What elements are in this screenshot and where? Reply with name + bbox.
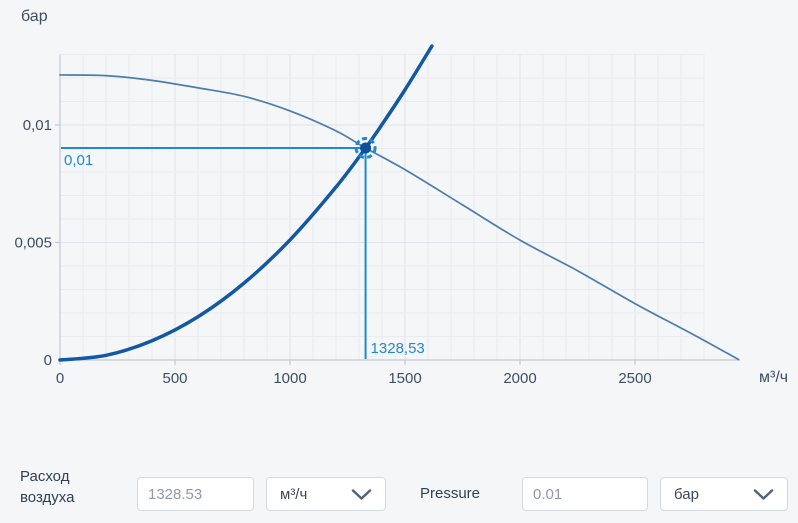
working-point[interactable]: [354, 137, 377, 160]
svg-text:1500: 1500: [388, 370, 421, 387]
svg-text:0: 0: [44, 352, 52, 369]
svg-text:2000: 2000: [503, 370, 536, 387]
svg-text:0,005: 0,005: [14, 235, 52, 252]
marker-pressure-label: 0,01: [64, 152, 93, 169]
marker-flow-label: 1328,53: [371, 340, 425, 357]
flow-unit-value: м³/ч: [280, 485, 308, 503]
svg-text:0,01: 0,01: [23, 117, 52, 134]
system-curve: [58, 44, 434, 362]
svg-text:2500: 2500: [618, 370, 651, 387]
flow-unit-select[interactable]: м³/ч: [266, 477, 386, 511]
pressure-input[interactable]: [522, 477, 648, 511]
y-axis-unit-label: бар: [21, 8, 48, 25]
chevron-down-icon: [351, 488, 372, 500]
chevron-down-icon: [753, 488, 774, 500]
svg-text:500: 500: [162, 370, 187, 387]
svg-text:1000: 1000: [273, 370, 306, 387]
flow-label: Расход воздуха: [20, 468, 75, 506]
pressure-unit-select[interactable]: бар: [660, 477, 788, 511]
fan-curve: [59, 74, 740, 361]
pressure-label: Pressure: [420, 485, 481, 502]
x-axis-unit-label: м³/ч: [759, 369, 789, 386]
pressure-unit-value: бар: [674, 485, 699, 503]
chart-area: 0 500 1000 1500 2000 2500 0 0,005 0,01 0,01 1328,5…: [14, 8, 789, 387]
performance-chart: 0 500 1000 1500 2000 2500 0 0,005 0,01 0,01 1328,5…: [14, 44, 740, 387]
flow-input[interactable]: [137, 477, 254, 511]
svg-text:0: 0: [56, 370, 64, 387]
